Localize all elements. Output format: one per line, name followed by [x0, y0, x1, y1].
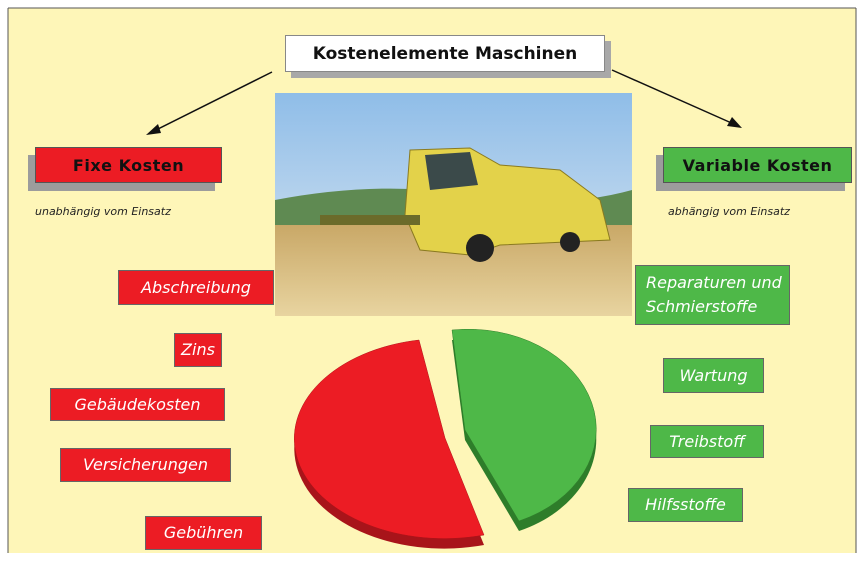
title: Kostenelemente Maschinen [285, 35, 605, 72]
variable-heading: Variable Kosten [663, 147, 852, 183]
fixed-item: Gebühren [145, 516, 262, 550]
fixed-item: Zins [174, 333, 222, 367]
fixed-item: Abschreibung [118, 270, 274, 305]
fixed-item: Versicherungen [60, 448, 231, 482]
slide: Kostenelemente Maschinen Fixe Kosten una… [0, 0, 865, 561]
variable-item: Wartung [663, 358, 764, 393]
fixed-heading: Fixe Kosten [35, 147, 222, 183]
fixed-item: Gebäudekosten [50, 388, 225, 421]
variable-note: abhängig vom Einsatz [668, 205, 790, 218]
variable-item: Reparaturen und Schmierstoffe [635, 265, 790, 325]
photo [275, 93, 632, 316]
fixed-note: unabhängig vom Einsatz [35, 205, 171, 218]
variable-item: Treibstoff [650, 425, 764, 458]
variable-item: Hilfsstoffe [628, 488, 743, 522]
